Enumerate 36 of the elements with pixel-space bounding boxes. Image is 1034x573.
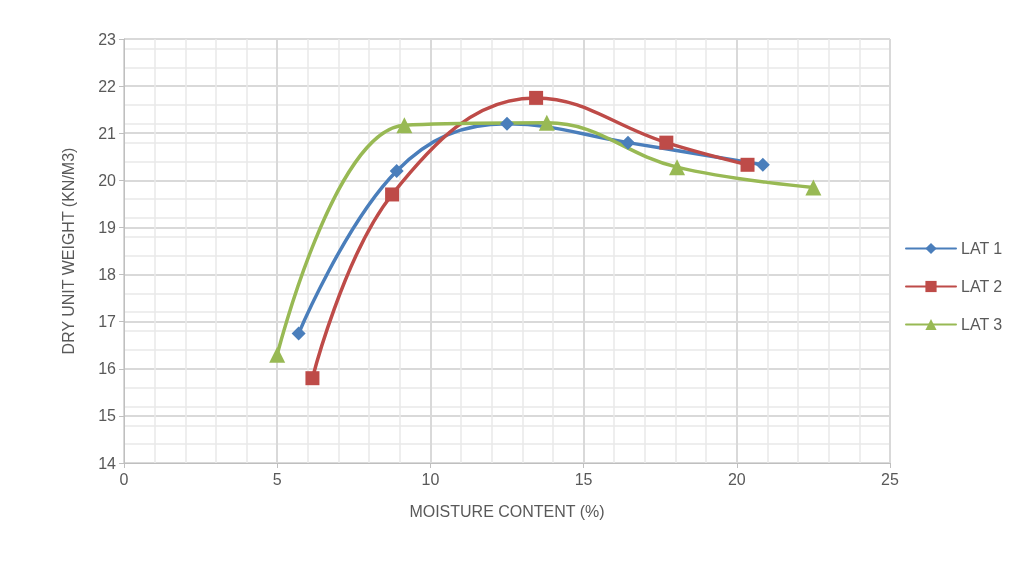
- x-tick-label: 5: [272, 470, 282, 488]
- point: [269, 346, 286, 363]
- point: [740, 157, 755, 172]
- point: [538, 114, 555, 131]
- x-tick-label: 25: [881, 470, 899, 488]
- x-tick-label: 10: [421, 470, 440, 488]
- point: [389, 163, 404, 178]
- point: [529, 90, 544, 105]
- point: [291, 326, 306, 341]
- y-tick-label: 18: [98, 266, 117, 284]
- point: [305, 371, 320, 386]
- y-tick-label: 22: [98, 77, 117, 95]
- y-tick-label: 19: [98, 218, 117, 236]
- point: [385, 187, 400, 202]
- legend-label: LAT 3: [961, 316, 1003, 333]
- y-tick-label: 20: [98, 171, 117, 189]
- point: [805, 179, 822, 196]
- x-axis-title: MOISTURE CONTENT (%): [409, 502, 605, 520]
- y-tick-label: 23: [98, 30, 117, 48]
- point: [396, 117, 413, 134]
- x-tick-label: 20: [727, 470, 746, 488]
- x-tick-label: 0: [119, 470, 129, 488]
- y-tick-label: 21: [98, 124, 117, 142]
- point: [621, 135, 636, 150]
- point: [669, 159, 686, 176]
- y-axis-title: DRY UNIT WEIGHT (KN/M3): [59, 147, 77, 355]
- point: [755, 157, 770, 172]
- legend-label: LAT 2: [961, 278, 1003, 295]
- x-tick-label: 15: [574, 470, 593, 488]
- y-tick-label: 14: [98, 454, 117, 472]
- point: [659, 135, 674, 150]
- legend-label: LAT 1: [961, 240, 1003, 257]
- point: [500, 116, 514, 131]
- y-tick-label: 16: [98, 360, 117, 378]
- y-tick-label: 15: [98, 407, 117, 425]
- y-tick-label: 17: [98, 313, 117, 331]
